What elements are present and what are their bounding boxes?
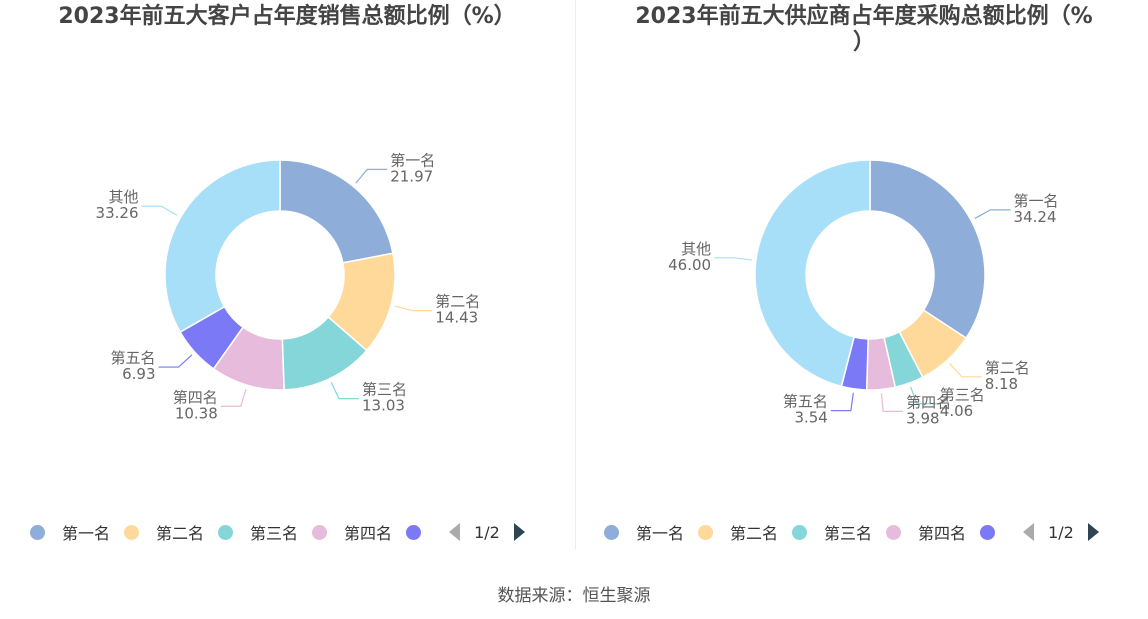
slice-value-label: 33.26 — [96, 204, 139, 222]
slice-name-label: 第二名 — [985, 359, 1030, 377]
chart-title: 2023年前五大客户占年度销售总额比例（%） — [0, 4, 574, 30]
label-leader-line — [220, 388, 247, 407]
legend-item[interactable]: 第四名 — [312, 520, 392, 544]
slice-name-label: 第三名 — [362, 381, 407, 399]
pager-next-icon[interactable] — [513, 523, 525, 541]
slice-name-label: 第四名 — [906, 393, 951, 411]
legend-item[interactable]: 第一名 — [30, 520, 110, 544]
legend: 第一名 第二名 第三名 第四名 1/2 — [604, 519, 1099, 545]
label-leader-line — [714, 257, 753, 261]
legend-swatch-icon — [124, 524, 140, 540]
legend-label: 第四名 — [918, 524, 967, 543]
slice-value-label: 14.43 — [435, 309, 478, 327]
label-leader-line — [880, 393, 904, 412]
chart-title-line: 2023年前五大客户占年度销售总额比例（%） — [58, 4, 516, 29]
label-leader-line — [158, 354, 193, 368]
legend-item[interactable]: 第三名 — [792, 520, 872, 544]
legend-label: 第三名 — [824, 524, 873, 543]
legend-swatch-icon — [886, 524, 902, 540]
donut-slice[interactable] — [164, 159, 281, 334]
slice-value-label: 3.54 — [794, 409, 827, 427]
donut-slice[interactable] — [754, 159, 871, 388]
slice-value-label: 34.24 — [1014, 208, 1057, 226]
slice-value-label: 3.98 — [906, 409, 939, 427]
slice-name-label: 第五名 — [783, 393, 828, 411]
label-leader-line — [141, 205, 178, 216]
slice-name-label: 第一名 — [1014, 192, 1059, 210]
slice-value-label: 13.03 — [362, 397, 405, 415]
label-leader-line — [974, 209, 1011, 219]
legend-label: 第三名 — [250, 524, 299, 543]
chart-title-line-2: ） — [852, 30, 875, 55]
slice-value-label: 21.97 — [390, 167, 433, 185]
legend-swatch-icon — [792, 524, 808, 540]
legend-swatch-icon — [30, 524, 45, 540]
label-leader-line — [949, 363, 982, 378]
legend-item[interactable]: 第一名 — [604, 520, 684, 544]
pager-prev-icon[interactable] — [449, 523, 461, 541]
chart-title-line: 2023年前五大供应商占年度采购总额比例（% — [635, 4, 1093, 29]
legend-label: 第一名 — [62, 524, 111, 543]
legend-label: 第二名 — [730, 524, 779, 543]
slice-name-label: 第一名 — [390, 151, 435, 169]
chart-panel-left: 2023年前五大客户占年度销售总额比例（%） 第一名 21.97 第二名 14.43 第… — [0, 0, 574, 560]
slice-value-label: 10.38 — [175, 404, 218, 422]
pager-prev-icon[interactable] — [1023, 523, 1035, 541]
slice-value-label: 6.93 — [122, 365, 155, 383]
label-leader-line — [330, 382, 359, 400]
label-leader-line — [394, 305, 433, 312]
legend-item[interactable]: 第二名 — [698, 520, 778, 544]
legend-pager: 1/2 — [1023, 523, 1099, 542]
label-leader-line — [910, 386, 937, 405]
slice-name-label: 第四名 — [173, 388, 218, 406]
slice-value-label: 4.06 — [940, 402, 973, 420]
slice-name-label: 第二名 — [435, 293, 480, 311]
legend-label: 第一名 — [636, 524, 685, 543]
legend-swatch-icon — [406, 524, 422, 540]
label-leader-line — [355, 168, 388, 184]
slice-name-label: 其他 — [681, 240, 711, 258]
legend-item[interactable]: 第二名 — [124, 520, 204, 544]
slice-value-label: 8.18 — [985, 375, 1018, 393]
legend-item[interactable] — [406, 524, 435, 540]
donut-slice[interactable] — [279, 159, 394, 264]
legend: 第一名 第二名 第三名 第四名 1/2 — [30, 519, 525, 545]
pager-page-text: 1/2 — [1048, 522, 1074, 542]
legend-swatch-icon — [312, 524, 328, 540]
legend-swatch-icon — [604, 524, 619, 540]
legend-swatch-icon — [698, 524, 714, 540]
legend-label: 第四名 — [344, 524, 393, 543]
legend-item[interactable]: 第四名 — [886, 520, 966, 544]
chart-panel-right: 2023年前五大供应商占年度采购总额比例（% ） 第一名 34.24 第二名 8.18… — [574, 0, 1148, 560]
legend-swatch-icon — [980, 524, 996, 540]
legend-item[interactable] — [980, 524, 1009, 540]
data-source: 数据来源：恒生聚源 — [497, 586, 651, 606]
label-leader-line — [830, 392, 854, 412]
slice-name-label: 第五名 — [111, 349, 156, 367]
legend-label: 第二名 — [156, 524, 205, 543]
donut-slice[interactable] — [869, 159, 986, 340]
slice-value-label: 46.00 — [668, 256, 711, 274]
chart-title: 2023年前五大供应商占年度采购总额比例（% ） — [604, 4, 1124, 56]
slice-name-label: 其他 — [108, 188, 138, 206]
legend-pager: 1/2 — [449, 523, 525, 542]
legend-swatch-icon — [218, 524, 234, 540]
legend-item[interactable]: 第三名 — [218, 520, 298, 544]
slice-name-label: 第三名 — [940, 386, 985, 404]
pager-page-text: 1/2 — [474, 522, 500, 542]
panel-divider — [575, 0, 576, 550]
pager-next-icon[interactable] — [1087, 523, 1099, 541]
